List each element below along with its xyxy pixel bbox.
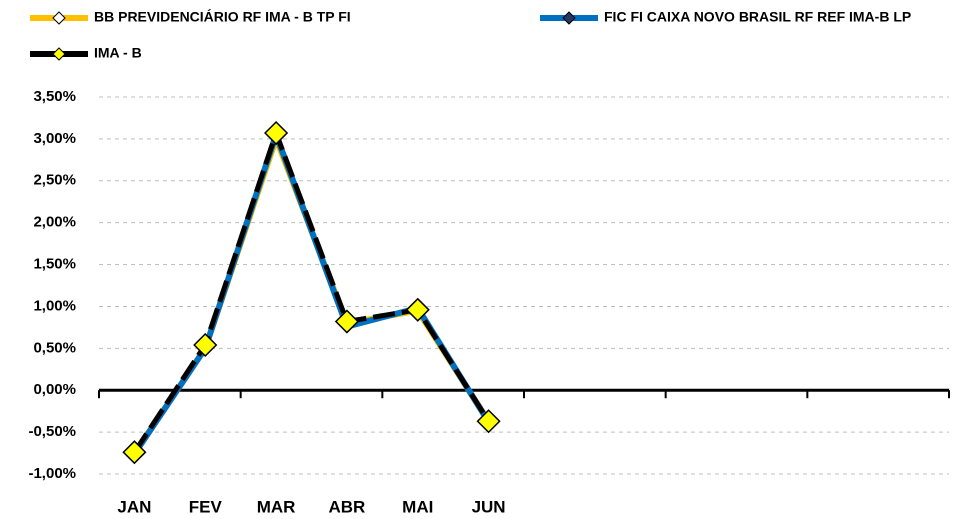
legend-label: BB PREVIDENCIÁRIO RF IMA - B TP FI <box>94 9 351 25</box>
x-tick-label: MAI <box>402 497 433 516</box>
y-tick-label: 3,00% <box>33 130 76 147</box>
series-line <box>132 130 491 454</box>
y-tick-label: 2,00% <box>33 214 76 231</box>
data-marker <box>264 120 289 146</box>
y-tick-label: 1,00% <box>33 297 76 314</box>
data-marker <box>405 297 430 322</box>
legend-marker <box>52 11 66 25</box>
x-tick-label: MAR <box>257 497 296 516</box>
series-line <box>131 131 492 456</box>
x-tick-label: JAN <box>117 497 151 516</box>
y-tick-label: -0,50% <box>28 423 76 440</box>
y-tick-label: 0,50% <box>33 339 76 356</box>
legend-marker <box>562 11 576 25</box>
x-tick-label: JUN <box>472 497 506 516</box>
legend-marker <box>52 47 66 61</box>
x-tick-label: ABR <box>328 497 365 516</box>
legend-label: IMA - B <box>94 45 142 61</box>
data-marker <box>122 440 147 465</box>
y-tick-label: 0,00% <box>33 381 76 398</box>
data-marker <box>334 309 359 334</box>
y-tick-label: 1,50% <box>33 256 76 273</box>
legend-label: FIC FI CAIXA NOVO BRASIL RF REF IMA-B LP <box>604 9 911 25</box>
data-marker <box>476 409 501 434</box>
y-tick-label: -1,00% <box>28 465 76 482</box>
series-line <box>131 135 492 455</box>
y-tick-label: 2,50% <box>33 172 76 189</box>
x-tick-label: FEV <box>189 497 223 516</box>
y-tick-label: 3,50% <box>33 88 76 105</box>
data-marker <box>193 332 218 358</box>
